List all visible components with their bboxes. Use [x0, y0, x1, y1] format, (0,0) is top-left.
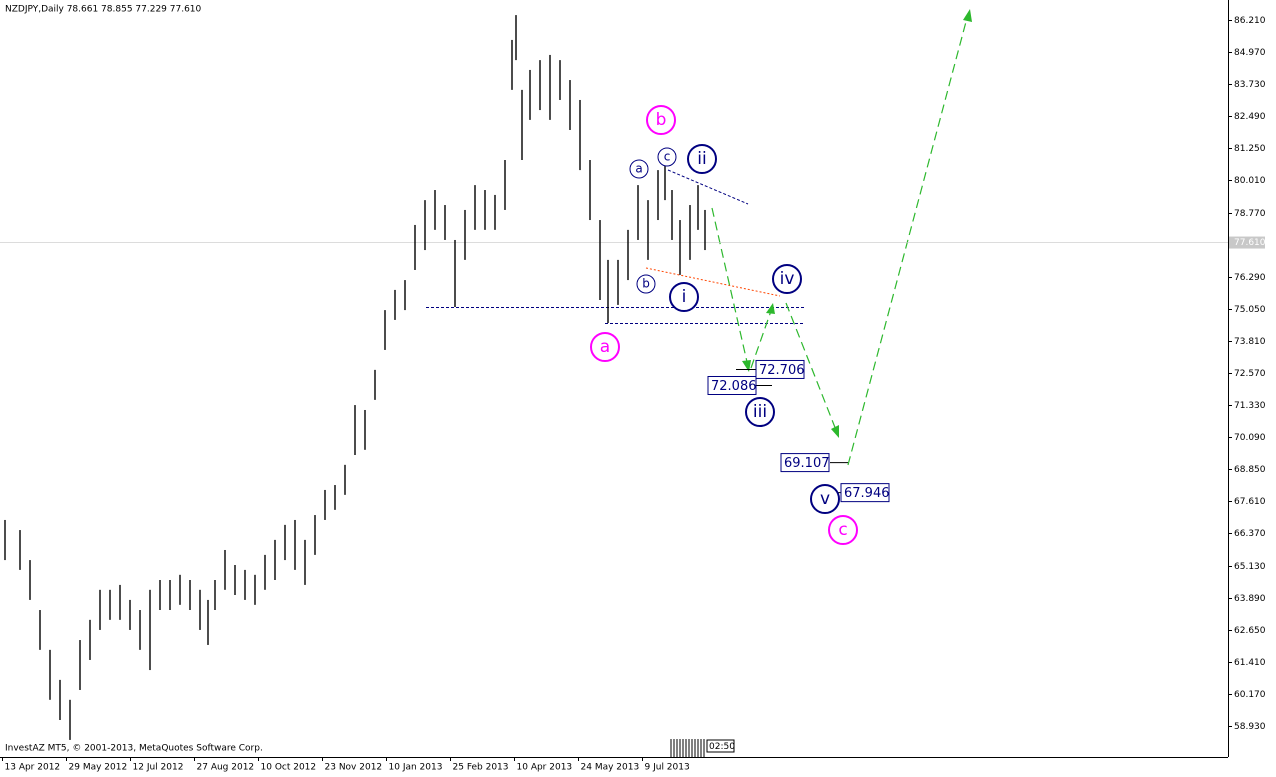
x-tick-label: 23 Nov 2012 — [325, 763, 383, 773]
wave-label: a — [635, 162, 642, 176]
y-tick-label: 66.370 — [1234, 529, 1266, 539]
y-tick-label: 84.970 — [1234, 48, 1266, 58]
tick-volume — [670, 739, 705, 757]
y-tick-label: 70.090 — [1234, 433, 1266, 443]
y-tick-label: 62.650 — [1234, 626, 1266, 636]
y-tick-label: 61.410 — [1234, 658, 1266, 668]
copyright: InvestAZ MT5, © 2001-2013, MetaQuotes So… — [5, 744, 263, 754]
y-tick-label: 75.050 — [1234, 305, 1266, 315]
y-tick-label: 71.330 — [1234, 401, 1266, 411]
y-tick-label: 86.210 — [1234, 16, 1266, 26]
time-box-label: 02:50 — [709, 742, 735, 752]
y-tick-label: 67.610 — [1234, 497, 1266, 507]
y-tick-label: 72.570 — [1234, 369, 1266, 379]
y-tick-label: 65.130 — [1234, 562, 1266, 572]
level-label: 72.706 — [759, 363, 805, 378]
chart-title: NZDJPY,Daily 78.661 78.855 77.229 77.610 — [5, 5, 202, 15]
level-label: 69.107 — [784, 456, 830, 471]
x-tick-label: 10 Oct 2012 — [261, 763, 317, 773]
level-box — [780, 453, 830, 473]
y-tick-label: 83.730 — [1234, 80, 1266, 90]
x-tick-label: 25 Feb 2013 — [453, 763, 509, 773]
y-tick-label: 80.010 — [1234, 176, 1266, 186]
x-tick-label: 24 May 2013 — [581, 763, 640, 773]
wave-circle — [629, 159, 649, 179]
time-box — [706, 739, 735, 753]
x-tick-label: 10 Jan 2013 — [389, 763, 443, 773]
y-tick-label: 63.890 — [1234, 594, 1266, 604]
wave-label: v — [820, 489, 830, 509]
wave-label: c — [838, 520, 847, 540]
wave-label: a — [600, 337, 610, 357]
y-tick-label: 76.290 — [1234, 273, 1266, 283]
x-tick-label: 29 May 2012 — [69, 763, 128, 773]
wave-circle — [687, 144, 717, 174]
wave-circle — [810, 484, 840, 514]
level-box — [707, 375, 757, 395]
last-price-box — [1229, 236, 1265, 249]
y-tick-label: 60.170 — [1234, 690, 1266, 700]
y-tick-label: 78.770 — [1234, 209, 1266, 219]
wave-circle — [646, 105, 676, 135]
level-label: 72.086 — [711, 379, 757, 394]
wave-label: b — [656, 110, 667, 130]
wave-label: c — [664, 150, 671, 164]
wave-circle — [772, 264, 802, 294]
last-price-label: 77.610 — [1234, 238, 1266, 248]
y-tick-label: 68.850 — [1234, 465, 1266, 475]
y-tick-label: 58.930 — [1234, 722, 1266, 732]
x-tick-label: 13 Apr 2012 — [5, 763, 61, 773]
wave-circle — [657, 147, 677, 167]
wave-label: i — [682, 287, 687, 307]
wave-label: b — [642, 277, 650, 291]
wave-circle — [590, 332, 620, 362]
level-label: 67.946 — [844, 486, 890, 501]
x-tick-label: 10 Apr 2013 — [517, 763, 573, 773]
wave-circle — [636, 274, 656, 294]
wave-circle — [669, 282, 699, 312]
y-tick-label: 82.490 — [1234, 112, 1266, 122]
x-tick-label: 12 Jul 2012 — [133, 763, 184, 773]
x-tick-label: 27 Aug 2012 — [197, 763, 255, 773]
wave-label: iv — [780, 269, 795, 289]
wave-label: iii — [753, 402, 767, 422]
y-tick-label: 81.250 — [1234, 144, 1266, 154]
wave-circle — [828, 515, 858, 545]
wave-label: ii — [697, 149, 706, 169]
level-box — [840, 483, 890, 503]
x-tick-label: 9 Jul 2013 — [645, 763, 690, 773]
level-box — [755, 359, 805, 379]
wave-circle — [745, 397, 775, 427]
y-tick-label: 73.810 — [1234, 337, 1266, 347]
